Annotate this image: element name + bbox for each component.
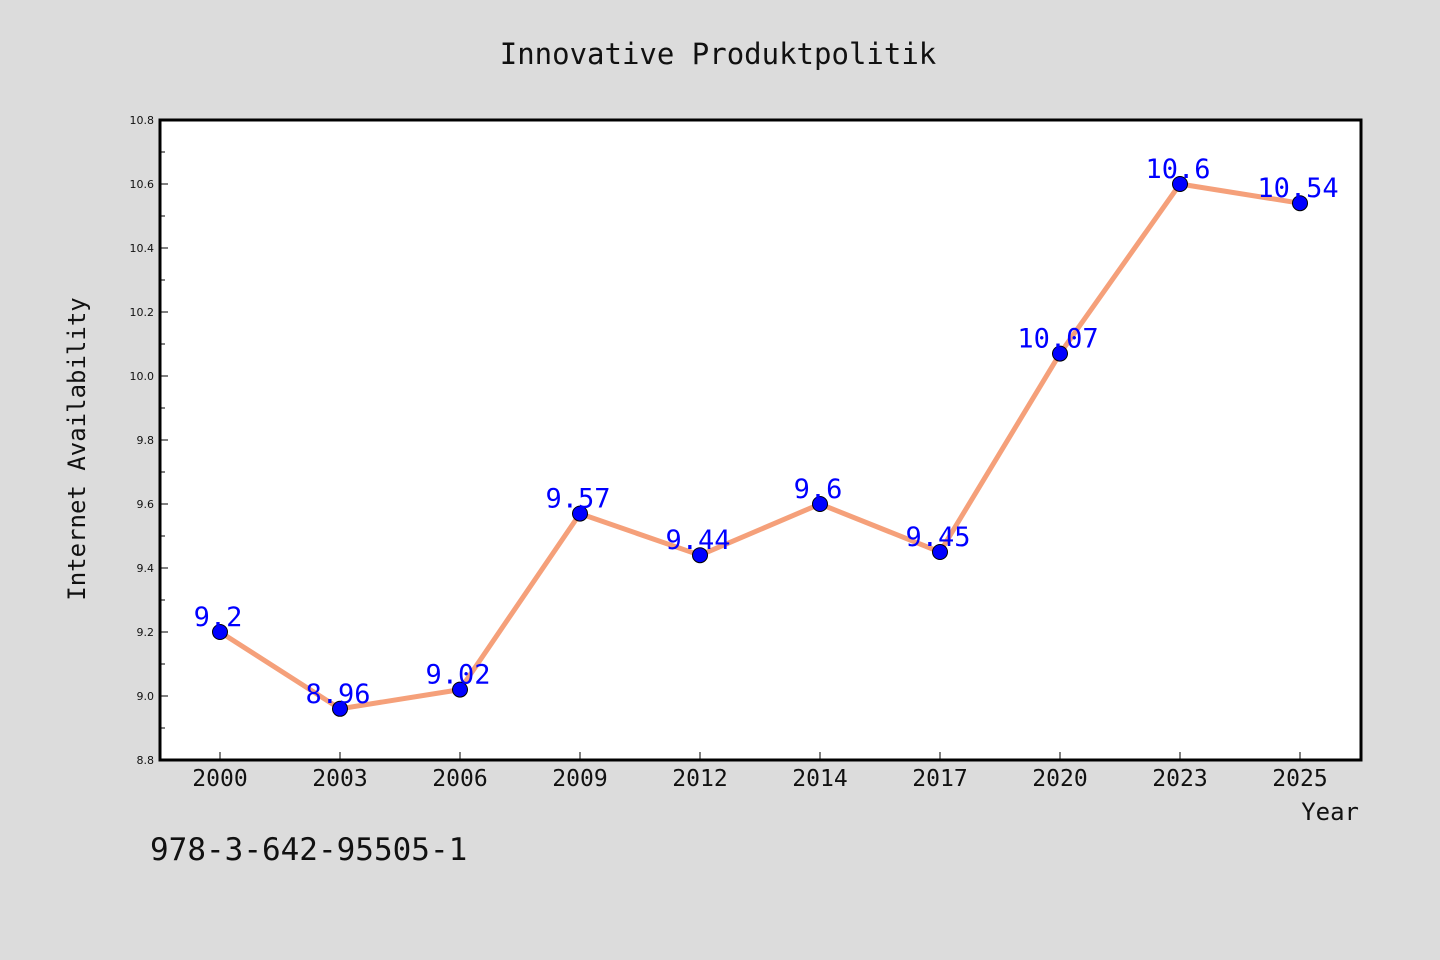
data-point	[1292, 195, 1308, 212]
x-tick-label: 2012	[672, 766, 727, 792]
y-tick-label: 10.0	[130, 370, 155, 383]
data-label: 9.02	[425, 660, 490, 691]
x-tick-label: 2020	[1032, 766, 1087, 792]
y-tick-label: 9.8	[137, 434, 155, 447]
data-point	[1172, 176, 1188, 192]
data-point	[452, 681, 468, 698]
x-axis: 2000 2003 2006 2009 2012 2014 2017 2020 2023 2025	[192, 752, 1328, 792]
y-tick-label: 10.6	[130, 178, 155, 191]
y-tick-label: 9.4	[137, 562, 155, 575]
data-label: 10.6	[1145, 154, 1210, 185]
y-tick-label: 10.2	[130, 306, 155, 319]
series-line	[218, 181, 1301, 712]
x-tick-label: 2017	[912, 766, 967, 792]
x-tick-label: 2000	[192, 766, 247, 792]
chart-title: Innovative Produktpolitik	[500, 37, 937, 71]
y-tick-label: 8.8	[137, 754, 155, 767]
isbn-footnote: 978-3-642-95505-1	[150, 832, 468, 868]
data-label: 10.07	[1017, 324, 1098, 355]
x-tick-label: 2025	[1272, 766, 1327, 792]
y-axis: 8.8 9.0 9.2 9.4 9.6 9.8 10.0 10.2 10.4 10.6 10.8	[130, 114, 168, 767]
data-point	[932, 544, 948, 560]
data-label: 9.6	[794, 474, 843, 505]
x-tick-label: 2006	[432, 766, 487, 792]
plot-area	[158, 118, 1363, 762]
y-tick-label: 10.4	[130, 242, 155, 255]
data-point	[692, 547, 708, 564]
y-axis-label: Internet Availability	[63, 297, 91, 600]
x-tick-label: 2023	[1152, 766, 1207, 792]
data-label: 9.44	[665, 525, 730, 556]
y-tick-label: 9.2	[137, 626, 155, 639]
x-tick-label: 2003	[312, 766, 367, 792]
data-point	[812, 496, 828, 512]
data-label: 9.57	[545, 484, 610, 515]
y-tick-label: 9.6	[137, 498, 155, 511]
data-label: 10.54	[1257, 173, 1338, 204]
y-tick-label: 9.0	[137, 690, 155, 703]
data-point	[1052, 345, 1068, 362]
y-tick-label: 10.8	[130, 114, 155, 127]
x-tick-label: 2014	[792, 766, 847, 792]
data-label: 9.2	[194, 602, 243, 633]
data-point	[332, 700, 348, 717]
x-tick-label: 2009	[552, 766, 607, 792]
data-point	[212, 624, 228, 640]
x-axis-label: Year	[1301, 798, 1359, 826]
data-label: 8.96	[305, 679, 370, 710]
data-label: 9.45	[905, 522, 970, 553]
series-layer: 9.2 8.96 9.02 9.57 9.44 9.6 9.45 10.07 10.6 10.54	[194, 154, 1339, 717]
data-point	[572, 505, 588, 522]
